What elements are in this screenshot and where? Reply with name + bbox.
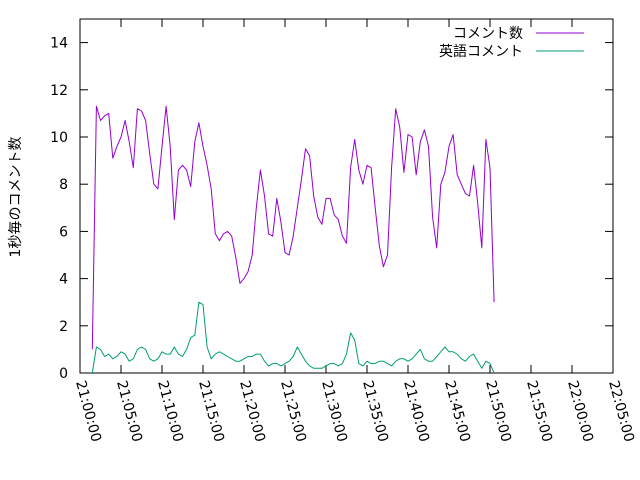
y-tick-label: 0 xyxy=(59,366,68,382)
legend-label-1: 英語コメント xyxy=(439,43,523,60)
x-tick-label: 21:00:00 xyxy=(72,379,104,444)
x-tick-label: 21:10:00 xyxy=(154,379,186,444)
x-tick-label: 21:15:00 xyxy=(195,379,227,444)
y-tick-label: 2 xyxy=(59,319,68,335)
x-tick-label: 21:55:00 xyxy=(523,379,555,444)
x-tick-label: 21:25:00 xyxy=(277,379,309,444)
x-tick-label: 21:20:00 xyxy=(236,379,268,444)
x-axis-ticks: 21:00:00 21:05:00 21:10:00 21:15:00 21:20:00… xyxy=(72,19,637,444)
x-tick-label: 21:50:00 xyxy=(482,379,514,444)
y-axis-label: 1秒毎のコメント数 xyxy=(8,137,24,258)
x-tick-label: 21:40:00 xyxy=(400,379,432,444)
x-tick-label: 21:05:00 xyxy=(113,379,145,444)
series-line-0 xyxy=(91,105,495,350)
legend-label-0: コメント数 xyxy=(453,26,523,42)
y-tick-label: 8 xyxy=(59,177,68,193)
x-tick-label: 21:45:00 xyxy=(441,379,473,444)
x-tick-label: 21:35:00 xyxy=(359,379,391,444)
y-tick-label: 10 xyxy=(50,130,68,146)
x-tick-label: 21:30:00 xyxy=(318,379,350,444)
series-lines xyxy=(91,105,495,374)
y-tick-label: 6 xyxy=(59,224,68,240)
axes xyxy=(79,18,614,374)
y-tick-label: 14 xyxy=(50,36,68,52)
series-line-1 xyxy=(91,301,495,374)
x-tick-label: 22:05:00 xyxy=(605,379,637,444)
x-tick-label: 22:00:00 xyxy=(564,379,596,444)
plot-frame xyxy=(79,18,614,374)
y-tick-label: 4 xyxy=(59,272,68,288)
y-axis-ticks: 0 2 4 6 8 10 12 14 xyxy=(50,36,613,382)
y-tick-label: 12 xyxy=(50,83,68,99)
